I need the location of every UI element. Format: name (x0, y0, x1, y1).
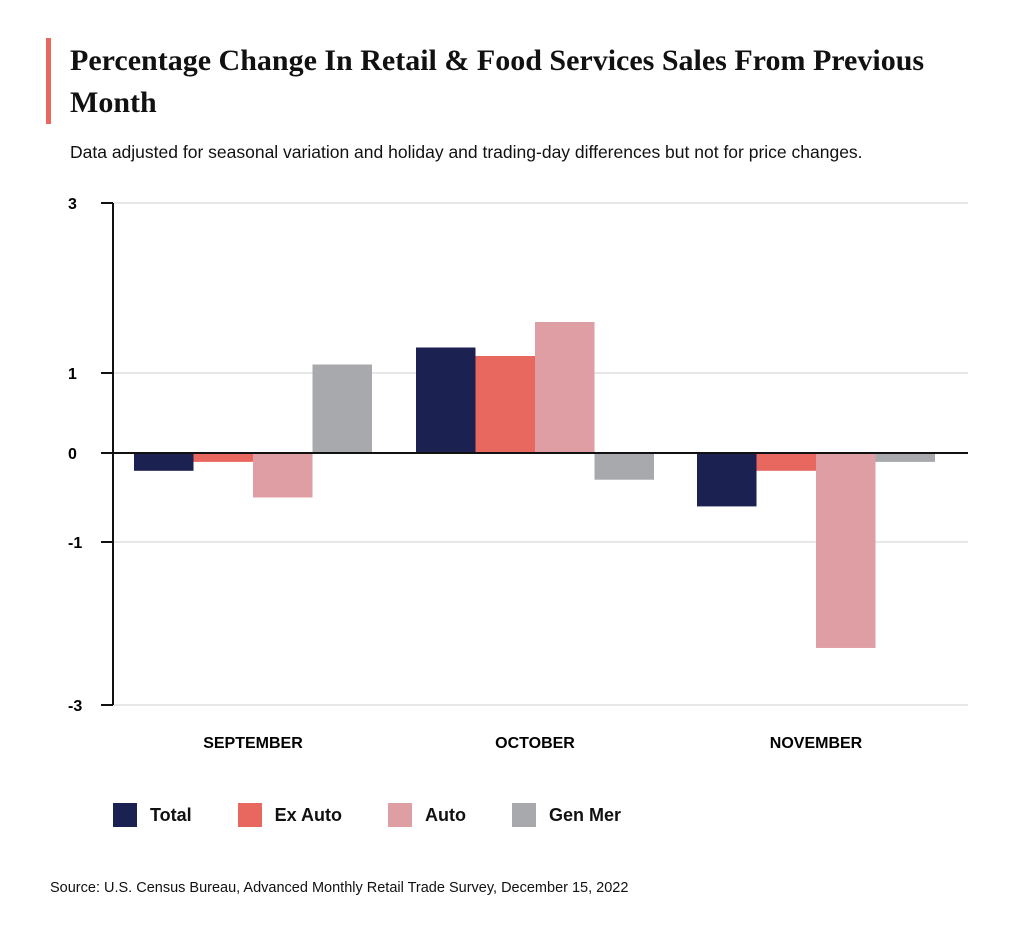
bar-gen-mer-september (312, 364, 372, 453)
bar-ex-auto-september (193, 453, 253, 462)
y-tick-label: -1 (68, 535, 82, 552)
y-tick-label: -3 (68, 698, 82, 715)
bar-ex-auto-november (756, 453, 816, 471)
bar-auto-september (253, 453, 313, 498)
bar-total-september (134, 453, 194, 471)
bar-ex-auto-october (475, 356, 535, 453)
legend-label: Total (150, 804, 192, 825)
legend-swatch (388, 803, 413, 827)
legend-swatch (512, 803, 536, 827)
bar-auto-october (535, 322, 595, 453)
chart-title: Percentage Change In Retail & Food Servi… (70, 44, 925, 119)
legend-item: Total (113, 803, 192, 827)
x-category-label: NOVEMBER (770, 735, 863, 752)
chart-subtitle: Data adjusted for seasonal variation and… (70, 142, 863, 162)
bar-total-november (697, 453, 757, 507)
x-category-label: SEPTEMBER (203, 735, 303, 752)
y-tick-label: 3 (68, 196, 77, 213)
y-tick-label: 0 (68, 446, 77, 463)
legend-swatch (237, 803, 262, 827)
legend-item: Gen Mer (512, 803, 621, 827)
legend: Total Ex Auto Auto Gen Mer (113, 803, 667, 827)
legend-swatch (113, 803, 137, 827)
legend-label: Gen Mer (549, 804, 622, 825)
bar-total-october (416, 347, 476, 453)
legend-label: Auto (425, 804, 466, 825)
bar-gen-mer-october (594, 453, 654, 480)
legend-item: Ex Auto (237, 803, 343, 827)
bar-auto-november (816, 453, 876, 648)
title-accent-bar (46, 38, 51, 124)
y-tick-label: 1 (68, 366, 77, 383)
legend-item: Auto (388, 803, 466, 827)
bar-gen-mer-november (875, 453, 935, 462)
legend-label: Ex Auto (274, 804, 343, 825)
x-category-label: OCTOBER (495, 735, 575, 752)
source-note: Source: U.S. Census Bureau, Advanced Mon… (50, 880, 629, 896)
